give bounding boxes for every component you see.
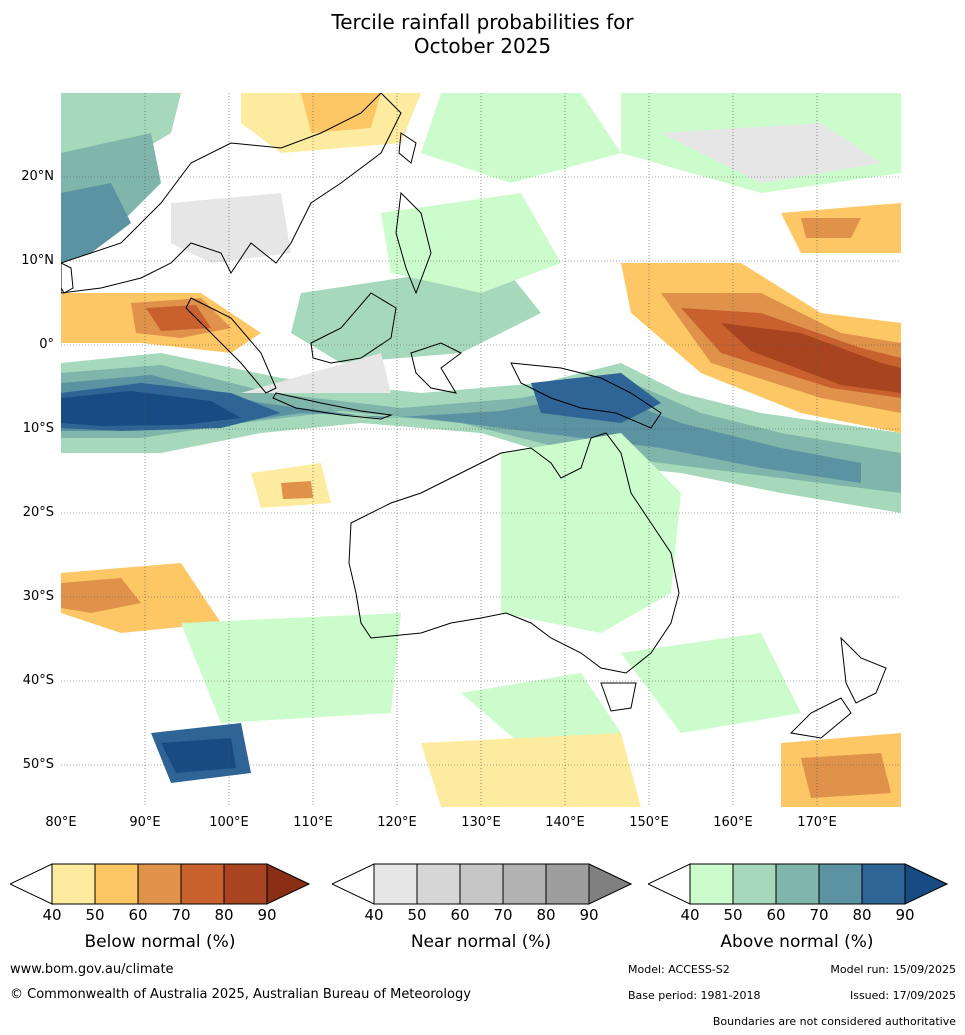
base-period: Base period: 1981-2018	[628, 989, 761, 1002]
copyright: © Commonwealth of Australia 2025, Austra…	[10, 987, 471, 1002]
near-colorbar-min-arrow	[332, 863, 375, 905]
lat-label-40s: 40°S	[22, 673, 54, 688]
below-colorbar-segment	[137, 863, 182, 905]
above-tick-label: 90	[895, 906, 915, 924]
above-tick-label: 40	[680, 906, 700, 924]
below-tick-label: 70	[171, 906, 191, 924]
graticule	[61, 93, 901, 807]
lon-label-160e: 160°E	[713, 815, 753, 830]
lon-label-80e: 80°E	[45, 815, 77, 830]
below-colorbar-max-arrow	[266, 863, 310, 905]
near-colorbar-segment	[502, 863, 547, 905]
below-colorbar-segment	[94, 863, 139, 905]
lat-label-30s: 30°S	[22, 589, 54, 604]
near-normal-label: Near normal (%)	[410, 932, 552, 952]
below-normal-label: Below normal (%)	[84, 932, 236, 952]
lat-label-20s: 20°S	[22, 505, 54, 520]
title-line-1: Tercile rainfall probabilities for	[331, 10, 634, 34]
lat-label-20n: 20°N	[21, 169, 54, 184]
above-colorbar-segment	[775, 863, 820, 905]
near-colorbar-segment	[416, 863, 461, 905]
lon-label-120e: 120°E	[377, 815, 417, 830]
below-tick-label: 80	[214, 906, 234, 924]
above-tick-label: 80	[852, 906, 872, 924]
above-tick-label: 50	[723, 906, 743, 924]
model-name: Model: ACCESS-S2	[628, 963, 730, 976]
above-colorbar-segment	[861, 863, 906, 905]
above-normal-label: Above normal (%)	[720, 932, 874, 952]
below-normal-colorbar	[10, 863, 310, 905]
below-tick-label: 90	[257, 906, 277, 924]
near-colorbar-max-arrow	[588, 863, 632, 905]
near-colorbar-segment	[545, 863, 590, 905]
near-colorbar-segment	[459, 863, 504, 905]
below-colorbar-segment	[51, 863, 96, 905]
below-tick-label: 60	[128, 906, 148, 924]
near-tick-label: 90	[579, 906, 599, 924]
model-run: Model run: 15/09/2025	[830, 963, 956, 976]
lon-label-140e: 140°E	[545, 815, 585, 830]
probability-map	[61, 93, 901, 807]
above-tick-label: 60	[766, 906, 786, 924]
lon-label-90e: 90°E	[129, 815, 161, 830]
below-colorbar-segment	[180, 863, 225, 905]
near-colorbar-segment	[373, 863, 418, 905]
lon-label-130e: 130°E	[461, 815, 501, 830]
lat-label-50s: 50°S	[22, 757, 54, 772]
above-normal-colorbar	[648, 863, 948, 905]
boundaries-note: Boundaries are not considered authoritat…	[712, 1015, 956, 1028]
map-title: Tercile rainfall probabilities for Octob…	[0, 10, 965, 58]
above-colorbar-min-arrow	[648, 863, 691, 905]
issued-date: Issued: 17/09/2025	[849, 989, 956, 1002]
map-canvas	[61, 93, 901, 807]
title-line-2: October 2025	[413, 34, 552, 58]
below-tick-label: 50	[85, 906, 105, 924]
above-colorbar-segment	[732, 863, 777, 905]
lon-label-150e: 150°E	[629, 815, 669, 830]
above-colorbar-segment	[818, 863, 863, 905]
above-colorbar-max-arrow	[904, 863, 948, 905]
above-colorbar-segment	[689, 863, 734, 905]
bom-url: www.bom.gov.au/climate	[10, 962, 174, 977]
lat-label-0: 0°	[39, 337, 54, 352]
near-tick-label: 70	[493, 906, 513, 924]
probability-field	[61, 93, 901, 807]
near-tick-label: 80	[536, 906, 556, 924]
lat-label-10n: 10°N	[21, 253, 54, 268]
lon-label-170e: 170°E	[797, 815, 837, 830]
below-colorbar-min-arrow	[10, 863, 53, 905]
below-colorbar-segment	[223, 863, 268, 905]
near-normal-colorbar	[332, 863, 632, 905]
below-tick-label: 40	[42, 906, 62, 924]
near-tick-label: 50	[407, 906, 427, 924]
lon-label-110e: 110°E	[293, 815, 333, 830]
coastlines	[61, 93, 887, 739]
near-tick-label: 60	[450, 906, 470, 924]
lon-label-100e: 100°E	[209, 815, 249, 830]
lat-label-10s: 10°S	[22, 421, 54, 436]
above-tick-label: 70	[809, 906, 829, 924]
near-tick-label: 40	[364, 906, 384, 924]
